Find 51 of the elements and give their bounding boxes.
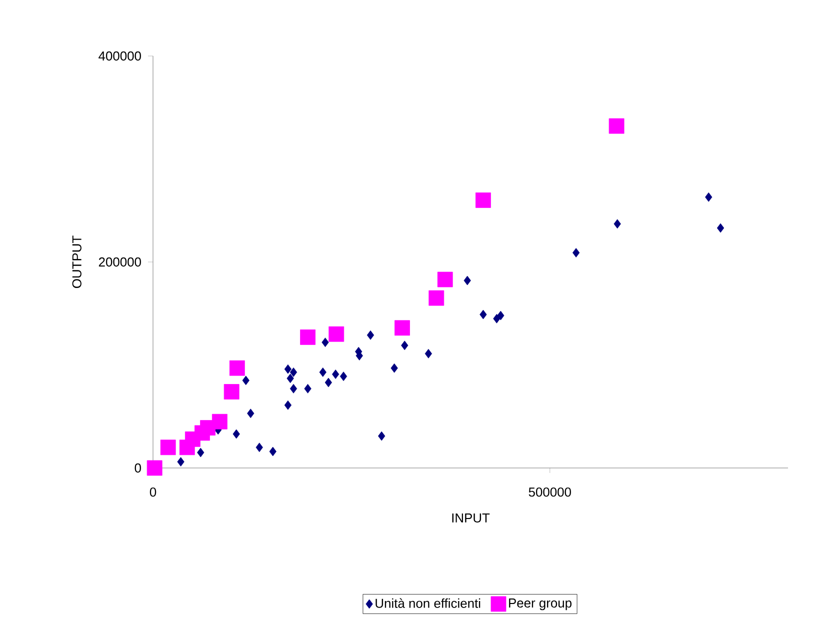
point [322, 338, 329, 348]
point [378, 431, 386, 441]
point [319, 367, 326, 377]
point [705, 192, 712, 202]
point [390, 363, 398, 373]
point [608, 118, 624, 134]
point [197, 448, 204, 458]
point [242, 376, 250, 386]
point [160, 440, 176, 456]
point [324, 378, 332, 388]
x-axis-title: INPUT [452, 514, 490, 523]
y-axis-title: OUTPUT [72, 236, 82, 288]
point [224, 384, 240, 400]
point [480, 310, 487, 320]
point [256, 442, 263, 452]
point [332, 370, 340, 379]
point [428, 290, 444, 306]
point [493, 314, 500, 324]
point [212, 414, 228, 430]
point [464, 276, 471, 286]
point [284, 400, 292, 410]
point [247, 408, 254, 418]
point [366, 330, 374, 340]
y-tick-label: 0 [134, 463, 141, 473]
point [328, 326, 344, 342]
point [290, 367, 298, 377]
point [232, 429, 240, 439]
legend-label: Peer group [509, 598, 572, 610]
point [229, 360, 245, 376]
point [290, 384, 298, 394]
y-tick-label: 400000 [98, 51, 141, 61]
point [394, 320, 410, 336]
point [300, 329, 316, 345]
point [424, 348, 432, 358]
point [269, 446, 276, 456]
point [401, 340, 408, 350]
point [340, 372, 348, 382]
y-tick-label: 200000 [98, 257, 141, 267]
point [476, 192, 491, 208]
point [284, 364, 292, 374]
point [614, 219, 621, 229]
point [437, 272, 453, 288]
point [304, 384, 312, 394]
point [286, 374, 294, 384]
x-tick-label: 500000 [528, 488, 571, 497]
point [146, 460, 162, 476]
point [716, 223, 724, 233]
legend-label: Unità non efficienti [376, 598, 480, 608]
point [572, 248, 580, 258]
point [177, 457, 184, 467]
point [497, 310, 504, 320]
